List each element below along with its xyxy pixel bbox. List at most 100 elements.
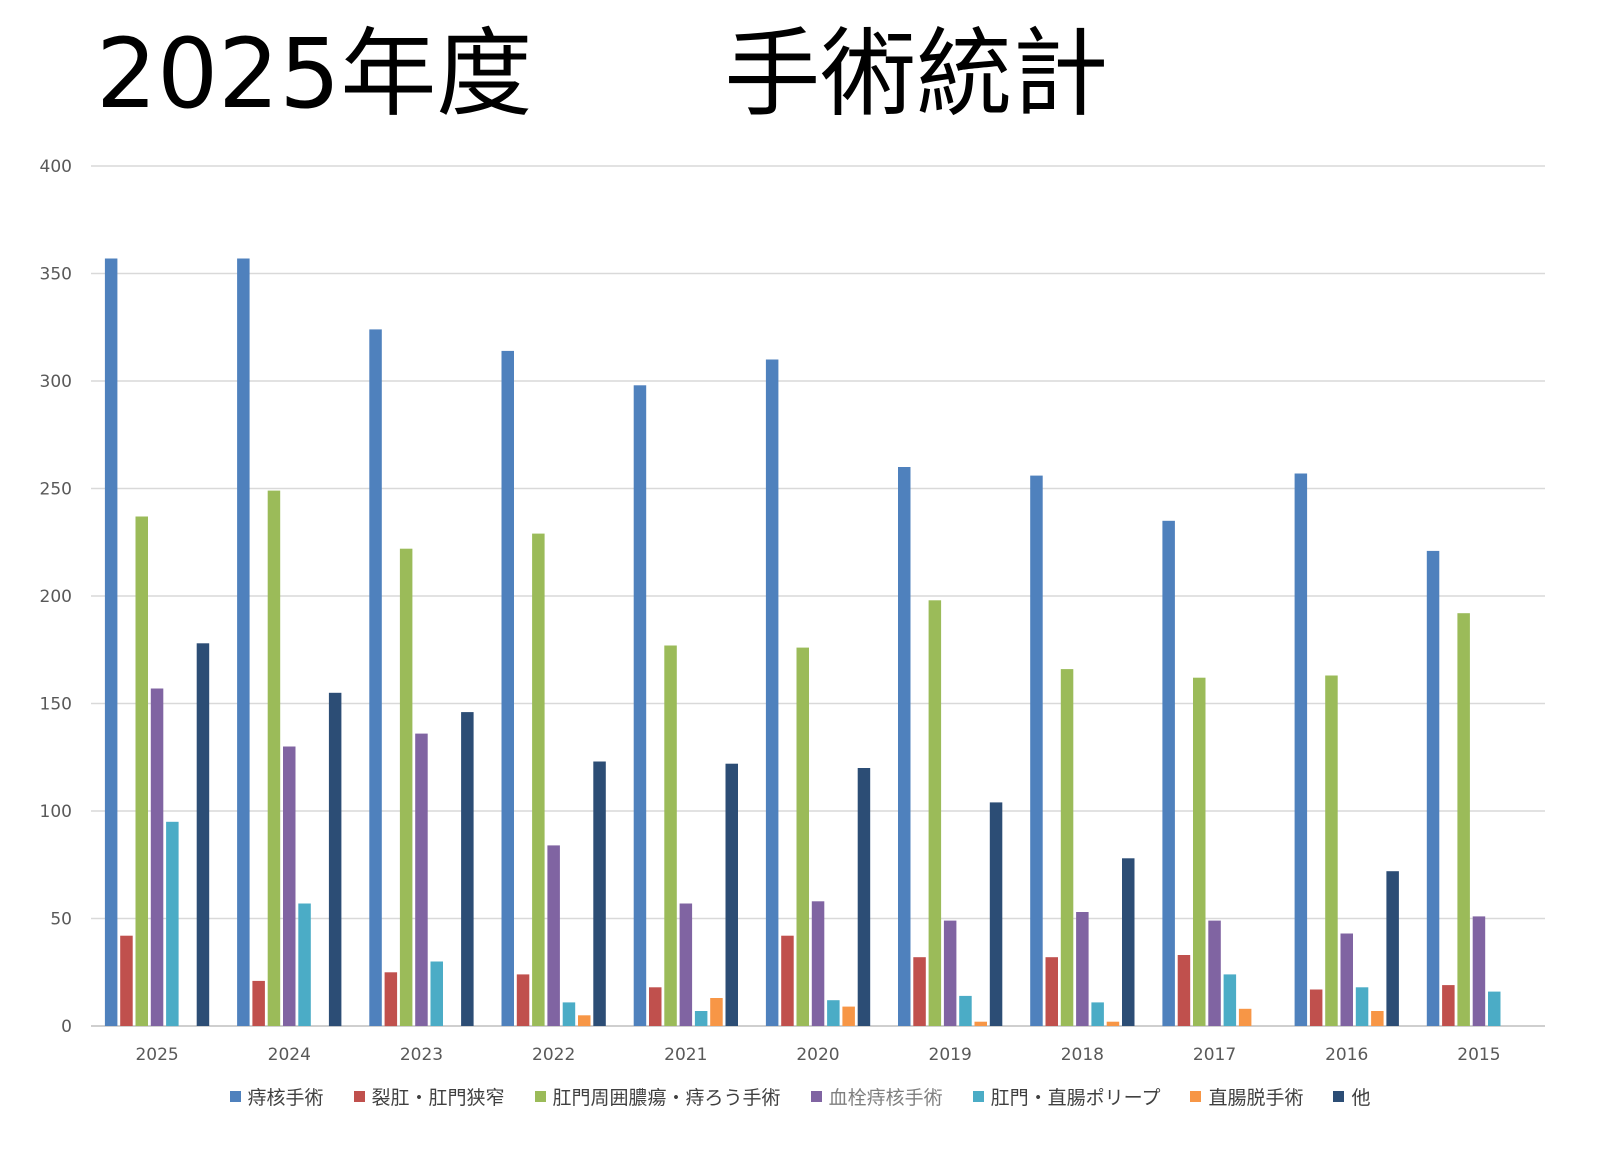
bar xyxy=(593,761,606,1026)
bar xyxy=(827,1000,840,1026)
bar xyxy=(989,802,1003,1026)
bar xyxy=(1193,677,1206,1026)
legend-item: 痔核手術 xyxy=(229,1083,324,1110)
bar xyxy=(237,258,250,1026)
bar xyxy=(1076,912,1089,1026)
bar xyxy=(1386,871,1399,1026)
bar xyxy=(562,1002,576,1026)
bar xyxy=(913,957,926,1026)
x-tick-label: 2023 xyxy=(400,1045,443,1065)
bar xyxy=(1122,858,1135,1026)
x-tick-label: 2016 xyxy=(1325,1045,1368,1065)
legend-label: 肛門・直腸ポリープ xyxy=(990,1087,1161,1109)
bar xyxy=(898,467,911,1026)
bar xyxy=(196,643,210,1026)
bar xyxy=(578,1015,591,1027)
legend-item: 肛門周囲膿瘍・痔ろう手術 xyxy=(534,1083,781,1110)
legend-swatch xyxy=(229,1091,241,1102)
bar xyxy=(1162,520,1175,1027)
bar xyxy=(1325,675,1338,1026)
bar xyxy=(943,920,957,1026)
bar xyxy=(1223,974,1237,1026)
x-tick-label: 2022 xyxy=(532,1045,575,1065)
y-tick-label: 200 xyxy=(40,587,72,607)
bar xyxy=(252,980,265,1026)
x-tick-label: 2019 xyxy=(929,1045,972,1065)
bar xyxy=(1340,933,1353,1026)
legend-item: 血栓痔核手術 xyxy=(810,1083,943,1110)
bar xyxy=(461,712,474,1026)
bar xyxy=(399,548,413,1026)
x-tick-label: 2021 xyxy=(664,1045,707,1065)
bar xyxy=(547,845,560,1026)
x-tick-label: 2024 xyxy=(268,1045,311,1065)
bar xyxy=(120,935,133,1026)
bar xyxy=(1488,991,1501,1026)
bar xyxy=(384,972,398,1027)
bar xyxy=(842,1006,855,1026)
legend-label: 他 xyxy=(1351,1087,1371,1109)
bar xyxy=(1309,989,1323,1026)
legend-swatch xyxy=(1190,1091,1202,1102)
bar xyxy=(1045,957,1058,1026)
x-tick-label: 2018 xyxy=(1061,1045,1104,1065)
bar xyxy=(104,258,118,1026)
legend-swatch xyxy=(534,1091,546,1102)
legend-label: 裂肛・肛門狭窄 xyxy=(371,1087,505,1109)
legend-swatch xyxy=(353,1091,365,1102)
bar xyxy=(928,600,942,1026)
chart-title: 2025年度 手術統計 xyxy=(96,18,1109,130)
x-tick-label: 2025 xyxy=(135,1045,178,1065)
legend-label: 痔核手術 xyxy=(247,1087,324,1109)
legend-swatch xyxy=(810,1091,822,1102)
legend-label: 肛門周囲膿瘍・痔ろう手術 xyxy=(552,1087,781,1109)
bar xyxy=(857,768,871,1026)
bar xyxy=(725,763,738,1026)
y-tick-label: 0 xyxy=(61,1017,72,1037)
bar xyxy=(679,903,693,1026)
bar xyxy=(959,995,972,1026)
legend-item: 他 xyxy=(1333,1083,1370,1110)
bar xyxy=(1371,1011,1384,1026)
bar-chart: 0 50 100 150 200 250 300 350 400 2025 2024 2023 2022… xyxy=(40,157,1545,1065)
y-tick-label: 250 xyxy=(40,480,72,500)
bar xyxy=(1177,955,1191,1026)
bar xyxy=(710,998,723,1026)
bar xyxy=(166,821,179,1027)
x-tick-label: 2020 xyxy=(796,1045,839,1065)
bar xyxy=(974,1021,987,1026)
bar xyxy=(1472,916,1486,1026)
legend-item: 裂肛・肛門狭窄 xyxy=(353,1083,505,1110)
y-tick-label: 100 xyxy=(40,802,72,822)
bar xyxy=(415,733,428,1026)
bar xyxy=(501,350,514,1026)
bar xyxy=(516,974,530,1026)
bar xyxy=(1208,920,1221,1026)
y-tick-label: 150 xyxy=(40,695,72,715)
bar xyxy=(1060,669,1074,1026)
bar xyxy=(649,987,662,1026)
bar xyxy=(532,533,545,1026)
legend-swatch xyxy=(972,1091,984,1102)
bar xyxy=(765,359,779,1026)
y-tick-label: 300 xyxy=(40,372,72,392)
legend-item: 直腸脱手術 xyxy=(1190,1083,1303,1110)
bar xyxy=(1294,473,1308,1026)
x-tick-label: 2015 xyxy=(1457,1045,1500,1065)
bar xyxy=(1442,985,1455,1026)
bar xyxy=(1091,1002,1104,1026)
bar xyxy=(1238,1008,1252,1026)
x-tick-label: 2017 xyxy=(1193,1045,1236,1065)
y-tick-label: 400 xyxy=(40,157,72,177)
bar xyxy=(1030,475,1043,1027)
y-tick-label: 50 xyxy=(50,910,72,930)
bar xyxy=(1106,1021,1120,1026)
bar xyxy=(694,1011,708,1026)
bar xyxy=(1355,987,1369,1026)
bar xyxy=(1426,550,1440,1026)
legend-swatch xyxy=(1333,1091,1345,1102)
chart-legend: 痔核手術 裂肛・肛門狭窄 肛門周囲膿瘍・痔ろう手術 血栓痔核手術 肛門・直腸ポリープ 直腸… xyxy=(0,1083,1600,1110)
bar xyxy=(633,385,647,1026)
y-tick-label: 350 xyxy=(40,265,72,285)
bar xyxy=(369,329,382,1026)
